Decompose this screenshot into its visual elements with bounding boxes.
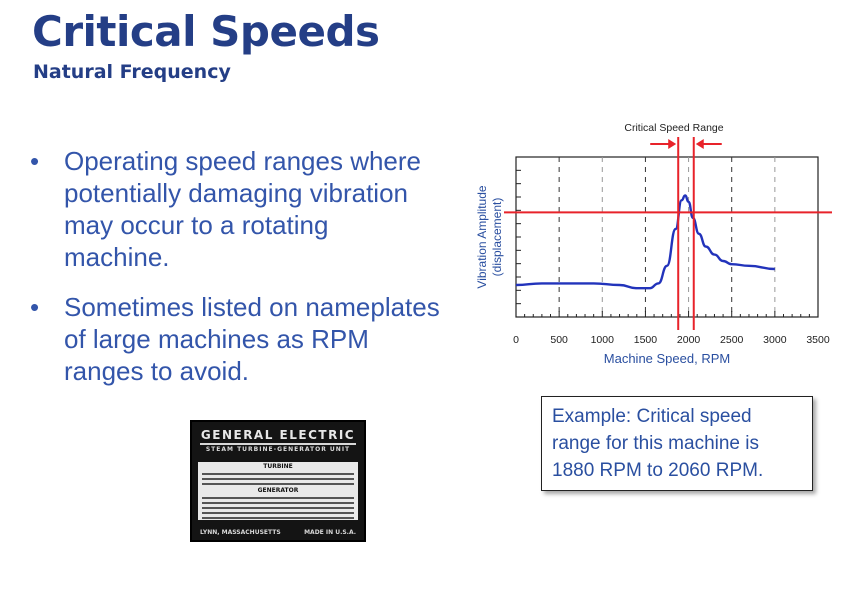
y-axis-label-sub: (displacement) — [490, 198, 504, 277]
example-callout: Example: Critical speed range for this m… — [541, 396, 813, 491]
nameplate-section-generator: GENERATOR — [257, 487, 299, 494]
bullet-item: • Operating speed ranges where potential… — [30, 145, 440, 273]
slide-subtitle: Natural Frequency — [33, 61, 231, 83]
range-arrow-left-head — [668, 139, 677, 149]
nameplate-row — [202, 512, 354, 514]
bullet-text: Operating speed ranges where potentially… — [64, 146, 422, 272]
x-tick-label: 500 — [550, 334, 568, 346]
nameplate-image: GENERAL ELECTRIC STEAM TURBINE-GENERATOR… — [190, 420, 366, 542]
bullet-item: • Sometimes listed on nameplates of larg… — [30, 291, 440, 387]
nameplate-divider — [200, 443, 356, 445]
y-axis-label: Vibration Amplitude — [475, 185, 489, 289]
bullet-list: • Operating speed ranges where potential… — [30, 145, 440, 405]
nameplate-row — [202, 483, 354, 485]
bullet-text: Sometimes listed on nameplates of large … — [64, 292, 440, 386]
nameplate-made-in: MADE IN U.S.A. — [304, 529, 356, 536]
nameplate-brand-text: GENERAL ELECTRIC — [200, 428, 356, 442]
x-tick-label: 3500 — [806, 334, 830, 346]
nameplate-footer: LYNN, MASSACHUSETTS MADE IN U.S.A. — [200, 529, 356, 536]
nameplate-section-turbine: TURBINE — [263, 463, 293, 470]
nameplate-row — [202, 502, 354, 504]
nameplate-location: LYNN, MASSACHUSETTS — [200, 529, 281, 536]
nameplate-panel: TURBINE GENERATOR — [198, 462, 358, 520]
nameplate-unit: STEAM TURBINE-GENERATOR UNIT — [205, 446, 351, 453]
x-tick-label: 1500 — [634, 334, 658, 346]
x-tick-label: 0 — [513, 334, 519, 346]
x-tick-label: 2000 — [677, 334, 701, 346]
nameplate-brand: GENERAL ELECTRIC — [192, 428, 364, 442]
range-arrow-right-head — [695, 139, 704, 149]
x-tick-label: 1000 — [591, 334, 615, 346]
nameplate-row — [202, 507, 354, 509]
x-tick-label: 2500 — [720, 334, 744, 346]
chart-title: Critical Speed Range — [624, 122, 723, 134]
critical-speed-chart: 0 500 1000 1500 2000 2500 3000 3500 Machine Spee… — [475, 122, 832, 366]
nameplate-row — [202, 497, 354, 499]
x-axis-label: Machine Speed, RPM — [604, 351, 730, 366]
plot-frame — [515, 156, 819, 318]
nameplate-row — [202, 478, 354, 480]
bullet-dot-icon: • — [30, 292, 40, 322]
nameplate-row — [202, 473, 354, 475]
nameplate-row — [202, 517, 354, 519]
slide-title: Critical Speeds — [32, 7, 380, 56]
bullet-dot-icon: • — [30, 146, 40, 176]
vibration-curve — [515, 194, 775, 290]
x-tick-label: 3000 — [763, 334, 787, 346]
